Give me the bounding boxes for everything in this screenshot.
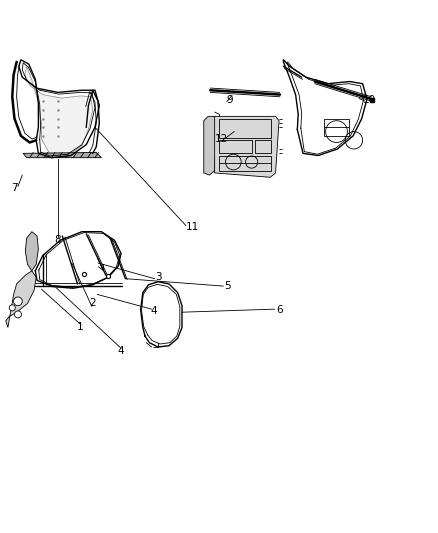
Text: 12: 12	[215, 134, 228, 144]
Text: 3: 3	[155, 272, 161, 282]
Circle shape	[9, 305, 15, 311]
Text: 11: 11	[186, 222, 200, 232]
Text: 4: 4	[118, 346, 124, 357]
Text: 2: 2	[89, 298, 96, 309]
Polygon shape	[204, 116, 217, 175]
Text: 7: 7	[11, 183, 18, 193]
Text: 5: 5	[224, 281, 231, 291]
Text: 4: 4	[150, 306, 157, 316]
Text: 9: 9	[226, 95, 233, 105]
Polygon shape	[25, 232, 39, 271]
Polygon shape	[25, 66, 93, 157]
Text: 8: 8	[55, 236, 61, 245]
Polygon shape	[6, 271, 36, 327]
Text: 6: 6	[277, 305, 283, 315]
Polygon shape	[23, 152, 102, 158]
Polygon shape	[215, 116, 279, 177]
Circle shape	[14, 297, 22, 305]
Text: 1: 1	[76, 322, 83, 333]
Text: 10: 10	[363, 95, 376, 105]
Circle shape	[14, 311, 21, 318]
